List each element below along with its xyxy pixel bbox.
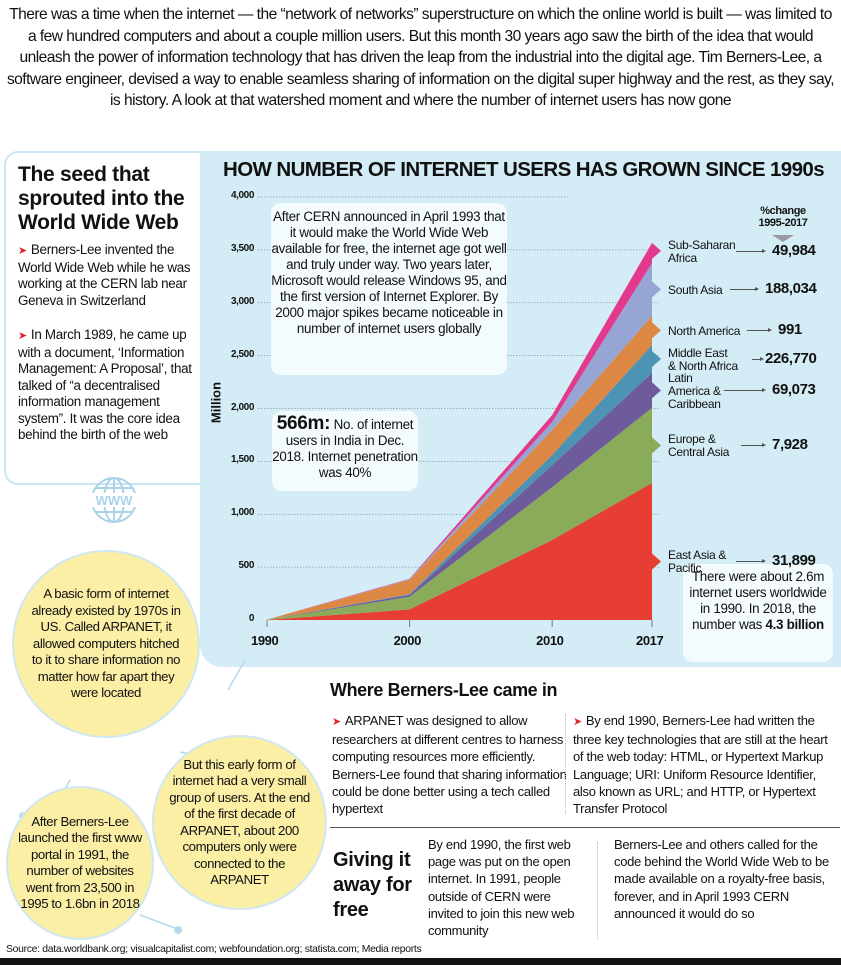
legend-pointer-marker: [652, 437, 661, 454]
legend-pointer-marker: [652, 242, 661, 259]
column-divider: [597, 842, 598, 940]
legend-connector-arrow: [724, 388, 766, 393]
y-tick-label: 1,500: [230, 454, 254, 466]
x-tick-label: 1990: [251, 633, 279, 648]
legend-pct-change-value: 991: [778, 321, 802, 339]
y-tick-label: 500: [238, 560, 255, 572]
legend-pct-change-value: 226,770: [765, 349, 817, 367]
x-tick-label: 2017: [636, 633, 664, 648]
legend-pct-change-value: 69,073: [772, 381, 816, 399]
legend-connector-arrow: [741, 443, 766, 448]
www-globe-icon: WWW: [91, 477, 137, 523]
y-tick-label: 2,500: [230, 348, 254, 360]
intro-paragraph: There was a time when the internet — the…: [6, 6, 835, 109]
arrow-icon: ➤: [573, 716, 582, 728]
legend-connector-arrow: [752, 356, 765, 361]
pct-change-header: %change 1995-2017: [758, 205, 808, 229]
legend-label: Middle East & North Africa: [668, 345, 738, 373]
legend-pointer-marker: [652, 322, 661, 339]
y-tick-label: 2,000: [230, 401, 254, 413]
where-title: Where Berners-Lee came in: [330, 680, 558, 700]
legend-label: Latin America & Caribbean: [668, 370, 721, 411]
giving-col-1: By end 1990, the first web page was put …: [428, 837, 575, 939]
x-tick-label: 2010: [536, 633, 564, 648]
legend-pointer-marker: [652, 350, 661, 367]
arpanet-bubble: A basic form of internet already existed…: [12, 550, 200, 738]
legend-pointer-marker: [652, 281, 661, 298]
y-tick-label: 1,000: [230, 507, 254, 519]
cern-note: After CERN announced in April 1993 that …: [271, 203, 507, 375]
arrow-icon: ➤: [18, 330, 27, 342]
area-series-europe-central-asia: [267, 407, 652, 620]
where-col-1: ➤ ARPANET was designed to allow researche…: [332, 713, 567, 817]
seed-point-1: ➤ Berners-Lee invented the World Wide Web…: [18, 242, 191, 308]
early-internet-bubble: But this early form of internet had a ve…: [152, 735, 327, 910]
seed-title: The seed that sprouted into the World Wi…: [18, 163, 185, 234]
giving-col-2: Berners-Lee and others called for the co…: [614, 837, 829, 921]
giving-title: Giving it away for free: [333, 849, 412, 921]
seed-point-2: ➤ In March 1989, he came up with a docume…: [18, 327, 192, 442]
arrow-icon: ➤: [18, 245, 27, 257]
legend-connector-arrow: [735, 559, 767, 564]
where-col-2: ➤ By end 1990, Berners-Lee had written th…: [573, 713, 828, 817]
arrow-icon: ➤: [332, 716, 341, 728]
legend-connector-arrow: [746, 328, 773, 333]
legend-label: Europe & Central Asia: [668, 432, 730, 460]
bottom-rule: [0, 958, 841, 965]
legend-pointer-marker: [652, 553, 661, 570]
legend-pointer-marker: [652, 382, 661, 399]
x-tick-label: 2000: [393, 633, 422, 648]
legend-pct-change-value: 188,034: [765, 280, 817, 298]
world-users-note: There were about 2.6m internet users wor…: [683, 564, 833, 662]
legend-connector-arrow: [730, 287, 759, 292]
india-note: 566m: No. of internet users in India in …: [272, 411, 418, 491]
legend-pct-change-value: 7,928: [772, 436, 808, 454]
chart-title: HOW NUMBER OF INTERNET USERS HAS GROWN S…: [223, 158, 825, 181]
section-divider: [330, 827, 840, 828]
column-divider: [565, 714, 566, 814]
legend-pct-change-value: 49,984: [772, 241, 816, 259]
area-series-east-asia-pacific: [267, 482, 652, 620]
india-figure: 566m:: [276, 413, 331, 434]
y-tick-label: 4,000: [230, 190, 254, 201]
legend-connector-arrow: [735, 248, 767, 253]
legend-label: South Asia: [668, 282, 723, 297]
legend-pct-change-value: 31,899: [772, 552, 816, 570]
pct-change-pointer-icon: [772, 235, 794, 242]
y-tick-label: 0: [248, 613, 255, 624]
source-line: Source: data.worldbank.org; visualcapita…: [6, 944, 422, 955]
y-tick-label: 3,000: [230, 295, 254, 307]
websites-bubble: After Berners-Lee launched the first www…: [6, 786, 154, 940]
y-tick-label: 3,500: [230, 242, 254, 254]
legend-label: East Asia & Pacific: [668, 548, 727, 576]
svg-text:WWW: WWW: [96, 493, 134, 508]
legend-label: North America: [668, 323, 741, 338]
seed-panel: The seed that sprouted into the World Wi…: [4, 151, 202, 485]
legend-label: Sub-Saharan Africa: [668, 237, 736, 265]
